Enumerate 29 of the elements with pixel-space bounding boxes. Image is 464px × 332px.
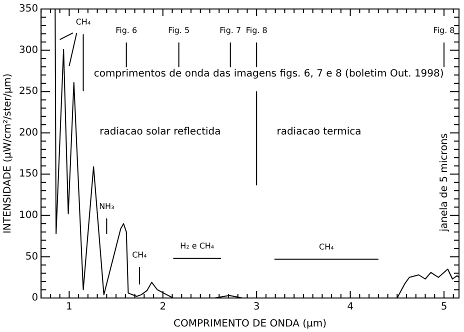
x-axis-title: COMPRIMENTO DE ONDA (μm) xyxy=(174,318,327,330)
x-tick-label: 4 xyxy=(347,302,354,313)
annotation: radiacao solar reflectida xyxy=(100,126,221,138)
series-label: Fig. 6 xyxy=(116,26,138,35)
x-tick-label: 5 xyxy=(440,302,448,313)
series-label: CH₄ xyxy=(319,242,334,252)
y-tick-label: 250 xyxy=(18,86,38,98)
x-tick-label: 3 xyxy=(253,302,260,313)
annotation: janela de 5 microns xyxy=(438,133,450,233)
series-label: Fig. 8 xyxy=(246,26,268,35)
x-tick-label: 1 xyxy=(66,302,72,313)
legend-label: CH₄ xyxy=(76,18,91,27)
annotation: radiacao termica xyxy=(276,126,362,138)
y-axis-title: INTENSIDADE (μW/cm²/ster/μm) xyxy=(2,73,14,234)
y-tick-label: 0 xyxy=(32,292,38,304)
annotation: comprimentos de onda das imagens figs. 6, 7 e 8 (boletim Out. 1998) xyxy=(94,68,444,80)
y-tick-label: 100 xyxy=(18,210,38,222)
series-label: H₂ e CH₄ xyxy=(180,241,214,250)
y-tick-label: 350 xyxy=(18,4,38,15)
y-tick-label: 200 xyxy=(18,127,38,138)
y-tick-label: 50 xyxy=(25,251,38,262)
series-label: Fig. 7 xyxy=(220,26,242,35)
series-label: CH₄ xyxy=(132,250,147,260)
y-tick-label: 150 xyxy=(18,168,38,180)
series-label: Fig. 5 xyxy=(168,26,190,35)
y-tick-label: 300 xyxy=(18,44,38,56)
x-tick-label: 2 xyxy=(160,302,166,313)
legend-label: Fig. 8 xyxy=(433,26,455,35)
series-label: NH₃ xyxy=(99,202,114,211)
